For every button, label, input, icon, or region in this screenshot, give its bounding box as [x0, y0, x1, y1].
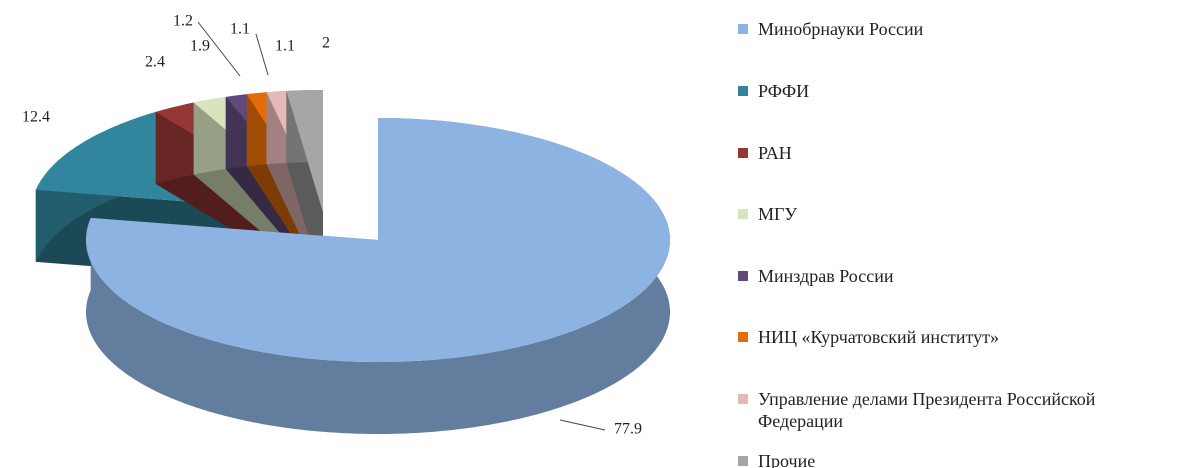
legend-swatch [738, 394, 748, 404]
legend-label: РАН [758, 143, 792, 163]
legend-label: Минздрав России [758, 266, 894, 286]
legend-label: Прочие [758, 451, 816, 468]
legend-item: Минобрнауки России [738, 18, 1178, 40]
legend-item: РФФИ [738, 80, 1178, 102]
legend-label: Минобрнауки России [758, 19, 924, 39]
legend-swatch [738, 332, 748, 342]
data-label: 2 [322, 35, 330, 52]
legend-item: РАН [738, 142, 1178, 164]
legend-swatch [738, 24, 748, 34]
legend-swatch [738, 456, 748, 466]
data-label: 1.2 [173, 13, 193, 30]
legend-swatch [738, 209, 748, 219]
legend-item: МГУ [738, 203, 1178, 225]
legend-swatch [738, 271, 748, 281]
slice [86, 118, 670, 362]
leader-line [197, 21, 241, 77]
legend-label: Управление делами Президента Российской … [758, 389, 1096, 431]
data-label: 1.9 [190, 38, 210, 55]
data-label: 1.1 [275, 38, 295, 55]
data-label: 2.4 [145, 54, 165, 71]
legend-item: Минздрав России [738, 265, 1178, 287]
legend-swatch [738, 86, 748, 96]
data-label: 12.4 [22, 109, 50, 126]
data-label: 1.1 [230, 21, 250, 38]
slice [286, 90, 323, 212]
legend-item: Управление делами Президента Российской … [738, 388, 1178, 432]
leader-line [559, 419, 606, 431]
legend-label: РФФИ [758, 81, 810, 101]
legend-label: НИЦ «Курчатовский институт» [758, 327, 1000, 347]
legend-label: МГУ [758, 204, 798, 224]
data-label: 77.9 [614, 421, 642, 438]
leader-line [255, 33, 269, 76]
legend-swatch [738, 148, 748, 158]
legend-item: Прочие [738, 450, 1178, 468]
legend-item: НИЦ «Курчатовский институт» [738, 326, 1178, 348]
